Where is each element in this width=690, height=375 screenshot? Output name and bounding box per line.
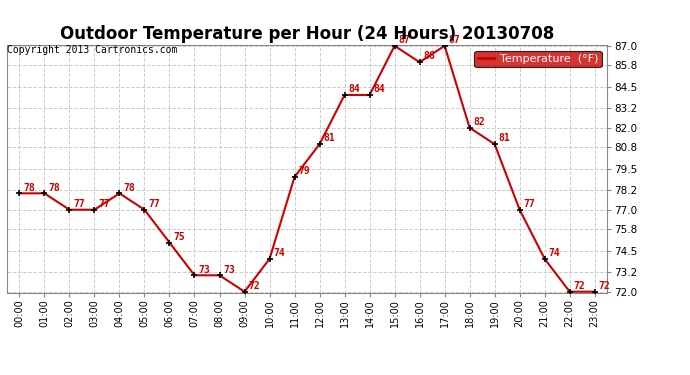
Text: 72: 72 [599, 281, 611, 291]
Text: 78: 78 [48, 183, 60, 192]
Text: 78: 78 [124, 183, 135, 192]
Text: 87: 87 [448, 35, 460, 45]
Text: 86: 86 [424, 51, 435, 62]
Text: 75: 75 [174, 232, 186, 242]
Text: 73: 73 [199, 264, 210, 274]
Text: 79: 79 [299, 166, 310, 176]
Text: 77: 77 [74, 199, 86, 209]
Text: 81: 81 [324, 134, 335, 143]
Text: 77: 77 [148, 199, 160, 209]
Legend: Temperature  (°F): Temperature (°F) [475, 51, 602, 67]
Text: 72: 72 [248, 281, 260, 291]
Text: 87: 87 [399, 35, 411, 45]
Text: 74: 74 [274, 248, 286, 258]
Title: Outdoor Temperature per Hour (24 Hours) 20130708: Outdoor Temperature per Hour (24 Hours) … [60, 26, 554, 44]
Text: Copyright 2013 Cartronics.com: Copyright 2013 Cartronics.com [7, 45, 177, 55]
Text: 78: 78 [23, 183, 35, 192]
Text: 73: 73 [224, 264, 235, 274]
Text: 82: 82 [474, 117, 486, 127]
Text: 84: 84 [374, 84, 386, 94]
Text: 74: 74 [549, 248, 560, 258]
Text: 84: 84 [348, 84, 360, 94]
Text: 81: 81 [499, 134, 511, 143]
Text: 77: 77 [524, 199, 535, 209]
Text: 72: 72 [574, 281, 586, 291]
Text: 77: 77 [99, 199, 110, 209]
